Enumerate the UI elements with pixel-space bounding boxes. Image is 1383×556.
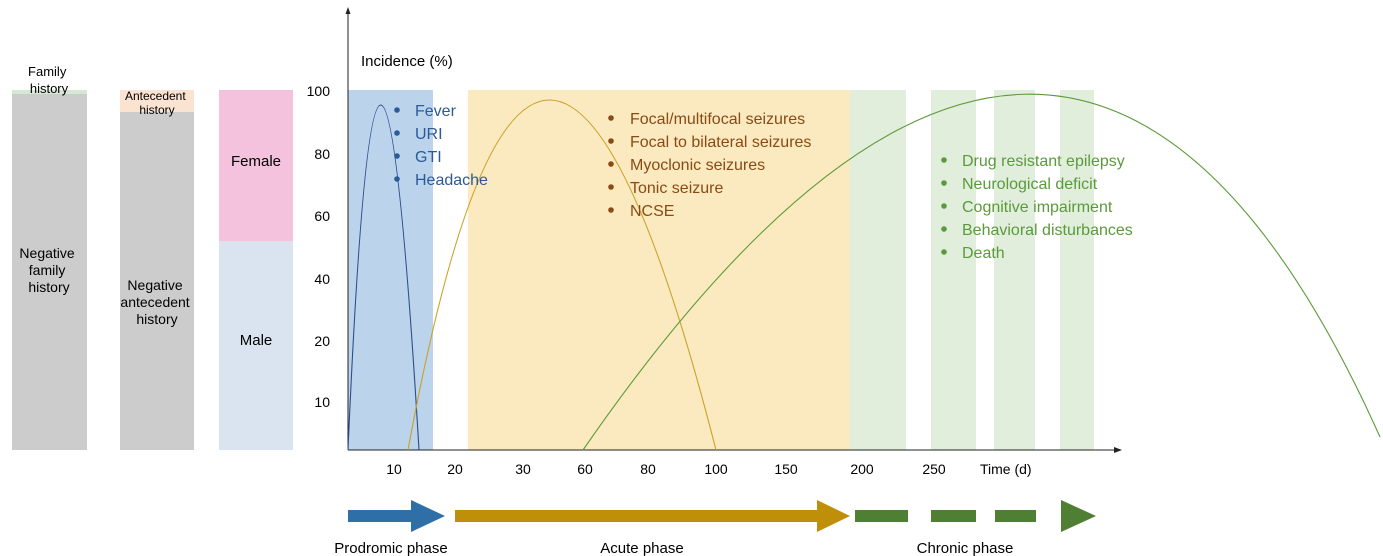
list-item: Focal/multifocal seizures	[630, 111, 805, 128]
bullet-icon	[608, 138, 614, 144]
chronic-incidence-curve	[582, 93, 1381, 451]
bullet-icon	[941, 180, 947, 186]
chronic-band	[1060, 90, 1094, 450]
list-item: Drug resistant epilepsy	[962, 153, 1125, 170]
prodromic-phase-arrow	[348, 500, 445, 532]
x-axis-label: Time (d)	[980, 461, 1032, 477]
y-tick-label: 80	[314, 146, 330, 162]
x-tick-label: 150	[774, 461, 798, 477]
chronic-band	[850, 90, 906, 450]
acute-symptom-list: Focal/multifocal seizures Focal to bilat…	[608, 111, 811, 220]
x-axis-arrow	[1114, 447, 1122, 453]
list-item: NCSE	[630, 203, 674, 220]
chronic-band	[931, 90, 976, 450]
list-item: Behavioral disturbances	[962, 222, 1133, 239]
bullet-icon	[608, 115, 614, 121]
arrow-head	[411, 500, 445, 532]
negative-antecedent-history-segment	[120, 112, 194, 450]
sex-bar: Female Male	[219, 90, 293, 450]
antecedent-history-bar: Antecedent history Negative antecedent h…	[120, 89, 194, 450]
list-item: Focal to bilateral seizures	[630, 134, 811, 151]
y-tick-label: 40	[314, 271, 330, 287]
x-tick-label: 250	[922, 461, 946, 477]
chronic-phase-label: Chronic phase	[917, 540, 1014, 556]
negative-antecedent-history-label: Negative antecedent history	[120, 277, 193, 327]
acute-band	[468, 90, 850, 450]
y-axis-label: Incidence (%)	[361, 53, 453, 70]
bullet-icon	[394, 153, 400, 159]
prodromic-phase-label: Prodromic phase	[334, 540, 447, 556]
family-history-label: Family history	[28, 64, 70, 96]
bullet-icon	[608, 184, 614, 190]
x-tick-label: 100	[704, 461, 728, 477]
female-label: Female	[231, 153, 281, 170]
arrow-head	[817, 500, 850, 532]
arrow-shaft	[455, 510, 820, 522]
x-tick-label: 10	[386, 461, 402, 477]
acute-phase-label: Acute phase	[600, 540, 683, 556]
y-tick-label: 100	[307, 83, 331, 99]
negative-family-history-label: Negative family history	[19, 245, 78, 295]
chronic-outcome-list: Drug resistant epilepsy Neurological def…	[941, 153, 1133, 262]
arrow-head	[1061, 500, 1096, 532]
bullet-icon	[941, 157, 947, 163]
antecedent-history-segment	[120, 90, 194, 112]
axes	[345, 7, 1122, 453]
y-tick-labels: 100 80 60 40 20 10	[307, 83, 331, 410]
arrow-dash	[995, 510, 1036, 522]
prodromic-band	[348, 90, 433, 450]
y-tick-label: 10	[314, 394, 330, 410]
bullet-icon	[941, 249, 947, 255]
x-tick-label: 20	[447, 461, 463, 477]
bullet-icon	[608, 161, 614, 167]
bullet-icon	[394, 130, 400, 136]
acute-phase-arrow	[455, 500, 850, 532]
y-tick-label: 20	[314, 333, 330, 349]
list-item: Fever	[415, 103, 457, 120]
acute-incidence-curve	[407, 99, 717, 451]
y-tick-label: 60	[314, 208, 330, 224]
chronic-phase-arrow	[855, 500, 1096, 532]
list-item: Myoclonic seizures	[630, 157, 765, 174]
bullet-icon	[941, 226, 947, 232]
female-segment	[219, 90, 293, 241]
prodromic-incidence-curve	[347, 104, 420, 451]
list-item: Death	[962, 245, 1005, 262]
family-history-bar: Family history Negative family history	[12, 64, 87, 450]
x-tick-label: 30	[515, 461, 531, 477]
x-tick-labels: 10 20 30 60 80 100 150 200 250	[386, 461, 946, 477]
family-history-segment	[12, 90, 87, 94]
bullet-icon	[394, 176, 400, 182]
bullet-icon	[394, 107, 400, 113]
negative-family-history-segment	[12, 94, 87, 450]
antecedent-history-label: Antecedent history	[125, 89, 189, 117]
arrow-dash	[855, 510, 908, 522]
chronic-band	[994, 90, 1035, 450]
list-item: Cognitive impairment	[962, 199, 1113, 216]
list-item: URI	[415, 126, 443, 143]
prodromic-symptom-list: Fever URI GTI Headache	[394, 103, 488, 189]
bullet-icon	[941, 203, 947, 209]
list-item: Headache	[415, 172, 488, 189]
list-item: GTI	[415, 149, 442, 166]
bullet-icon	[608, 207, 614, 213]
x-tick-label: 80	[640, 461, 656, 477]
male-segment	[219, 241, 293, 450]
list-item: Neurological deficit	[962, 176, 1098, 193]
y-axis-arrow	[345, 7, 351, 14]
x-tick-label: 60	[577, 461, 593, 477]
phase-bands	[348, 90, 1094, 450]
male-label: Male	[240, 332, 273, 349]
arrow-shaft	[348, 510, 414, 522]
list-item: Tonic seizure	[630, 180, 723, 197]
x-tick-label: 200	[850, 461, 874, 477]
arrow-dash	[931, 510, 976, 522]
phase-arrows: Prodromic phase Acute phase Chronic phas…	[334, 500, 1096, 556]
